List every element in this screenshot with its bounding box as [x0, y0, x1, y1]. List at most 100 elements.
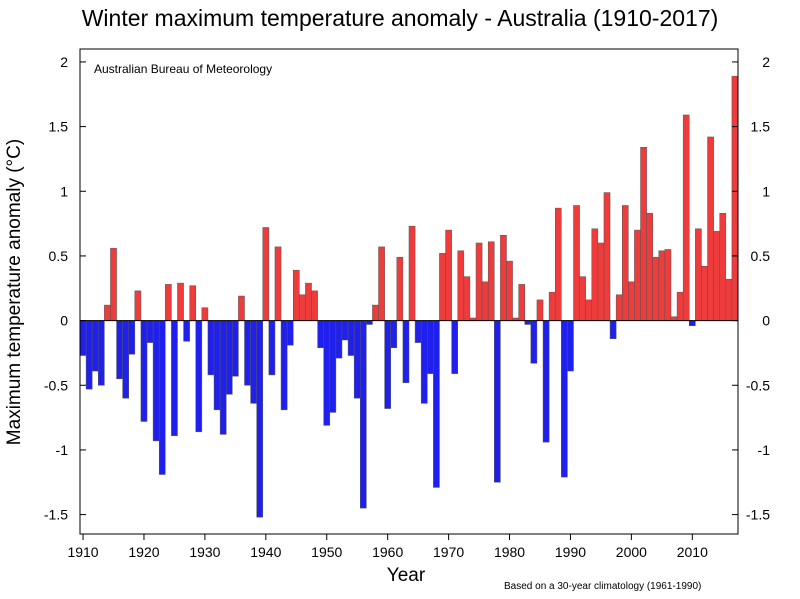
- climatology-footnote: Based on a 30-year climatology (1961-199…: [504, 581, 701, 592]
- bar-1943: [280, 320, 288, 411]
- bar-1927: [183, 320, 190, 342]
- y-axis-label: Maximum temperature anomaly (°C): [4, 139, 25, 445]
- bar-1971: [451, 320, 458, 374]
- bar-1955: [353, 320, 361, 399]
- x-tick-label: 1940: [250, 544, 281, 560]
- bar-2008: [676, 291, 684, 321]
- bar-1945: [292, 269, 300, 321]
- bar-1973: [463, 276, 471, 321]
- bar-1963: [402, 320, 410, 383]
- bar-1989: [561, 320, 568, 478]
- y-tick-label-right: 2: [762, 54, 770, 70]
- bar-1941: [268, 320, 276, 376]
- bar-1966: [420, 320, 428, 404]
- bar-1970: [445, 229, 452, 321]
- bar-1910: [79, 320, 87, 356]
- bar-2016: [725, 278, 733, 321]
- y-axis-left: -1.5 -1 -0.5 0 0.5 1 1.5 2: [44, 54, 86, 523]
- bar-1953: [341, 320, 349, 341]
- y-tick-label-left: 1.5: [49, 119, 69, 135]
- y-tick-label-right: 0: [762, 313, 770, 329]
- y-tick-label-left: -0.5: [44, 377, 68, 393]
- x-tick-label: 1980: [494, 544, 525, 560]
- bar-1961: [390, 320, 398, 349]
- bar-1972: [457, 250, 465, 321]
- bar-1930: [201, 307, 209, 321]
- bar-1996: [603, 192, 611, 321]
- bar-2012: [701, 266, 708, 321]
- bar-1965: [414, 320, 422, 343]
- bar-1940: [262, 227, 270, 321]
- bar-1938: [250, 320, 257, 404]
- bar-1956: [360, 320, 367, 509]
- bar-1919: [134, 290, 142, 321]
- bar-1928: [189, 285, 197, 321]
- x-tick-label: 1950: [311, 544, 342, 560]
- bar-1967: [427, 320, 434, 374]
- bar-2000: [628, 281, 635, 321]
- bar-1918: [128, 320, 136, 355]
- bar-1929: [195, 320, 203, 433]
- plot-frame: [79, 48, 739, 535]
- bar-1959: [378, 246, 385, 321]
- bar-1951: [329, 320, 337, 413]
- y-tick-label-right: -1.5: [746, 507, 770, 523]
- bar-1969: [439, 253, 446, 321]
- bar-1942: [274, 246, 282, 321]
- bar-1947: [305, 282, 312, 321]
- source-label: Australian Bureau of Meteorology: [94, 62, 272, 76]
- bar-2015: [719, 213, 727, 321]
- y-tick-label-right: -0.5: [746, 377, 770, 393]
- x-axis: 1910 1920 1930 1940 1950 1960 1970 1980 1990 2000…: [67, 534, 708, 560]
- bar-2001: [634, 229, 641, 321]
- bar-1926: [177, 282, 184, 321]
- bar-1991: [573, 205, 580, 321]
- bar-1960: [384, 320, 391, 409]
- bars-group: [79, 75, 739, 518]
- bar-1937: [244, 320, 251, 386]
- bar-1921: [146, 320, 154, 343]
- bar-1934: [225, 320, 233, 395]
- bar-1987: [548, 291, 556, 321]
- x-tick-label: 2000: [616, 544, 647, 560]
- bar-2006: [664, 249, 672, 321]
- bar-1979: [500, 234, 507, 321]
- bar-1994: [591, 228, 599, 321]
- bar-2009: [682, 114, 690, 321]
- bar-1975: [475, 242, 483, 321]
- bar-1978: [494, 320, 501, 483]
- bar-1939: [256, 320, 264, 518]
- bar-2017: [731, 75, 739, 321]
- x-tick-label: 1920: [128, 544, 159, 560]
- bar-1986: [542, 320, 550, 443]
- bar-1957: [366, 320, 373, 325]
- bar-1985: [536, 299, 544, 321]
- y-tick-label-right: 1.5: [751, 119, 771, 135]
- bar-1935: [232, 320, 239, 377]
- bar-1949: [317, 320, 324, 349]
- bar-2003: [646, 213, 653, 321]
- x-tick-label: 1970: [433, 544, 464, 560]
- bar-1990: [567, 320, 574, 372]
- bar-1993: [585, 299, 593, 321]
- bar-1999: [621, 205, 629, 321]
- bar-1936: [238, 295, 245, 321]
- y-tick-label-left: 2: [60, 54, 68, 70]
- bar-1962: [396, 256, 404, 321]
- x-tick-label: 1930: [189, 544, 220, 560]
- x-axis-label: Year: [387, 565, 426, 586]
- y-tick-label-left: 0: [60, 313, 68, 329]
- bar-1997: [609, 320, 617, 339]
- y-tick-label-left: 0.5: [49, 248, 69, 264]
- bar-1952: [335, 320, 343, 359]
- bar-1932: [213, 320, 221, 411]
- bar-1916: [116, 320, 123, 380]
- y-tick-label-left: -1: [56, 442, 69, 458]
- bar-1917: [122, 320, 129, 399]
- bar-1915: [110, 247, 117, 321]
- bar-1976: [481, 281, 489, 321]
- x-tick-label: 1960: [372, 544, 403, 560]
- bar-1924: [165, 284, 172, 321]
- bar-1980: [506, 260, 513, 321]
